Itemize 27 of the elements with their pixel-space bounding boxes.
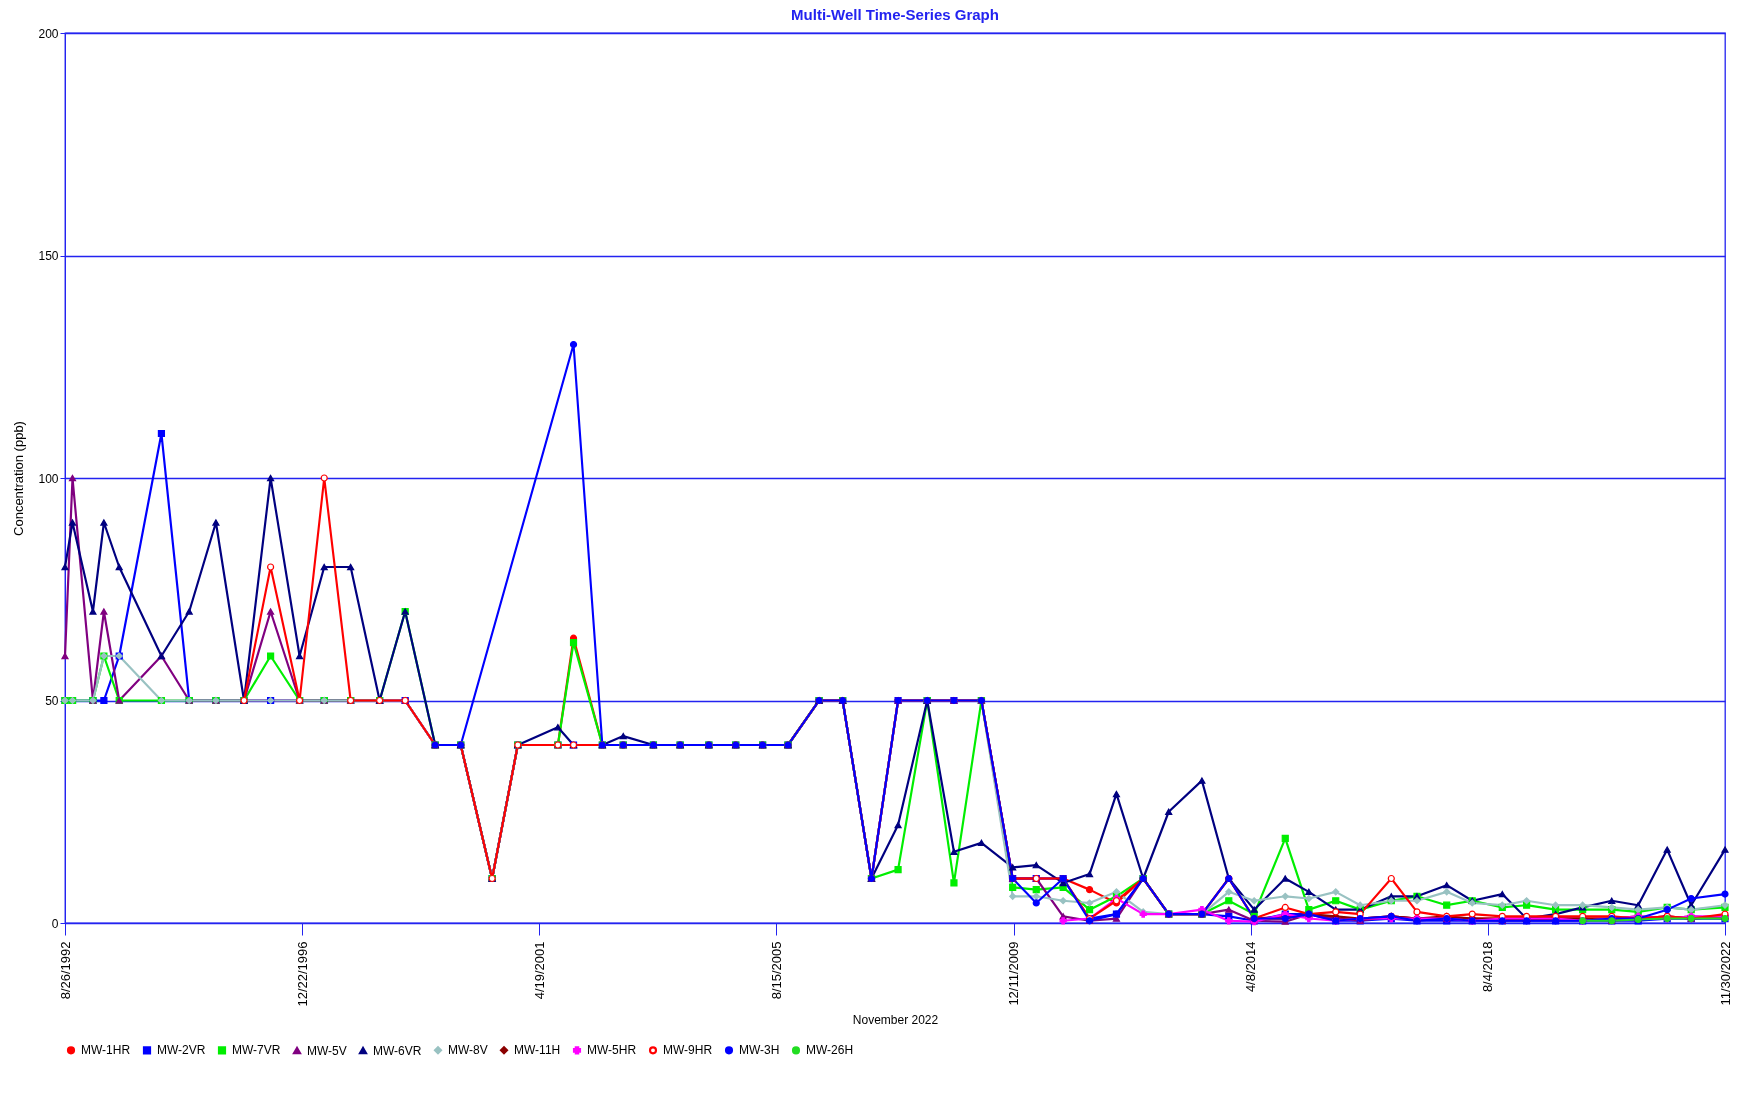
legend-label: MW-9HR [663, 1043, 713, 1058]
x-tick-label: 4/19/2001 [531, 941, 547, 1000]
legend-label: MW-3H [739, 1043, 780, 1058]
x-tick-label: 8/26/1992 [57, 941, 73, 1000]
legend-label: MW-26H [806, 1043, 854, 1058]
y-tick-label: 100 [38, 471, 59, 486]
legend-label: MW-8V [448, 1043, 488, 1058]
legend-label: MW-1HR [81, 1043, 131, 1058]
legend-label: MW-11H [514, 1043, 561, 1058]
x-tick-label: 4/8/2014 [1243, 941, 1259, 993]
y-tick-label: 150 [38, 249, 59, 263]
legend-label: MW-6VR [373, 1043, 422, 1058]
legend-label: MW-5V [307, 1043, 347, 1058]
x-tick-label: 8/4/2018 [1480, 941, 1496, 993]
x-axis-title: November 2022 [852, 1012, 939, 1027]
y-tick-label: 0 [51, 916, 59, 931]
legend-label: MW-5HR [587, 1043, 637, 1058]
legend-label: MW-2VR [157, 1043, 206, 1058]
y-tick-label: 200 [38, 26, 59, 41]
y-tick-label: 50 [45, 694, 59, 708]
x-tick-label: 8/15/2005 [768, 941, 784, 1000]
x-tick-label: 12/22/1996 [294, 941, 310, 1007]
y-axis-title: Concentration (ppb) [11, 421, 27, 536]
x-tick-label: 11/30/2022 [1717, 941, 1733, 1006]
x-tick-label: 12/11/2009 [1006, 941, 1022, 1006]
chart-title: Multi-Well Time-Series Graph [791, 6, 999, 23]
legend-label: MW-7VR [232, 1043, 281, 1058]
